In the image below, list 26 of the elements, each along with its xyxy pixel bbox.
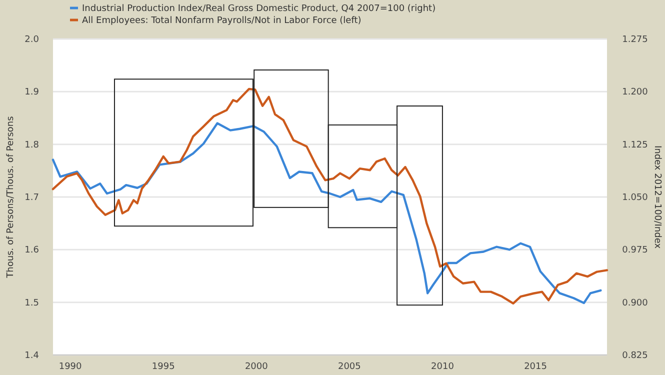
y-tick-label: 1.4 — [24, 351, 40, 361]
y-tick-label: 2.0 — [24, 35, 40, 45]
y-tick-label: 1.9 — [24, 88, 40, 98]
x-tick-label: 2005 — [338, 362, 361, 372]
legend-label: All Employees: Total Nonfarm Payrolls/Not in Labor Force (left) — [82, 16, 362, 26]
y-tick-label: 1.5 — [24, 298, 39, 308]
x-tick-label: 1995 — [152, 362, 175, 372]
x-tick-label: 1990 — [58, 362, 82, 372]
y2-tick-label: 0.975 — [622, 246, 648, 256]
x-tick-label: 2010 — [431, 362, 454, 372]
line-series — [52, 122, 602, 304]
y2-tick-label: 0.825 — [622, 351, 648, 361]
x-tick-label: 2000 — [244, 362, 268, 372]
y-tick-label: 1.8 — [24, 140, 40, 150]
y2-tick-label: 1.125 — [622, 140, 648, 150]
y2-tick-label: 1.275 — [622, 35, 648, 45]
y-tick-label: 1.6 — [24, 246, 40, 256]
legend-label: Industrial Production Index/Real Gross Domestic Product, Q4 2007=100 (right) — [82, 4, 436, 14]
y-tick-label: 1.7 — [24, 193, 39, 203]
y2-axis-title: Index 2012=100/Index — [652, 145, 662, 250]
y2-tick-label: 0.900 — [622, 298, 648, 308]
line-series — [52, 88, 608, 304]
y2-tick-label: 1.050 — [622, 193, 648, 203]
y2-tick-label: 1.200 — [622, 88, 648, 98]
y-axis-title: Thous. of Persons/Thous. of Persons — [6, 116, 16, 279]
x-tick-label: 2015 — [524, 362, 547, 372]
